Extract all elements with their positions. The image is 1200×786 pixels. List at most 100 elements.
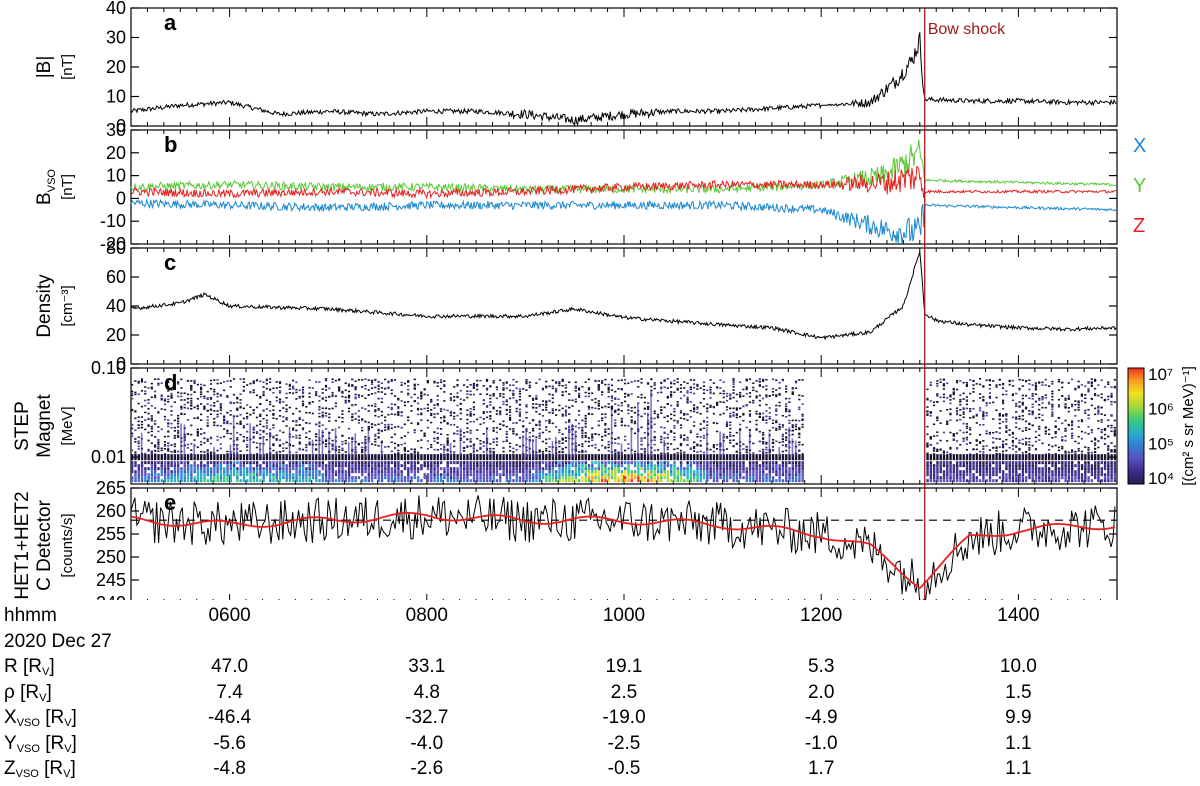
heat-cell bbox=[292, 461, 294, 464]
heat-cell bbox=[207, 473, 209, 476]
heat-cell bbox=[667, 476, 669, 479]
heat-cell bbox=[700, 479, 702, 482]
heat-cell bbox=[713, 406, 715, 408]
heat-cell bbox=[239, 399, 241, 401]
heat-cell bbox=[502, 401, 504, 403]
heat-cell bbox=[571, 476, 573, 479]
heat-cell bbox=[604, 431, 606, 433]
heat-cell bbox=[318, 421, 320, 423]
heat-cell bbox=[193, 464, 195, 467]
heat-cell bbox=[670, 479, 672, 482]
heat-cell bbox=[401, 411, 403, 413]
heat-cell bbox=[230, 410, 232, 412]
heat-cell bbox=[282, 467, 284, 470]
heat-cell bbox=[772, 378, 774, 380]
heat-cell bbox=[433, 407, 435, 409]
heat-cell bbox=[207, 449, 209, 451]
heat-cell bbox=[453, 479, 455, 482]
heat-cell bbox=[539, 451, 541, 453]
heat-cell bbox=[266, 439, 268, 441]
heat-cell bbox=[795, 424, 797, 426]
heat-cell bbox=[407, 416, 409, 418]
heat-cell bbox=[940, 381, 942, 383]
heat-cell bbox=[470, 467, 472, 470]
heat-cell bbox=[256, 395, 258, 397]
heat-cell bbox=[177, 470, 179, 473]
heat-cell bbox=[798, 473, 800, 476]
heat-cell bbox=[440, 476, 442, 479]
heat-cell bbox=[502, 404, 504, 406]
heat-cell bbox=[276, 470, 278, 473]
heat-cell bbox=[506, 401, 508, 403]
heat-band bbox=[943, 454, 945, 460]
heat-cell bbox=[460, 467, 462, 470]
heat-cell bbox=[591, 470, 593, 473]
heat-cell bbox=[930, 461, 932, 464]
heat-cell bbox=[785, 398, 787, 400]
heat-cell bbox=[509, 414, 511, 416]
heat-cell bbox=[562, 408, 564, 410]
heat-cell bbox=[509, 461, 511, 464]
heat-cell bbox=[253, 389, 255, 391]
heat-cell bbox=[545, 409, 547, 411]
heat-cell bbox=[354, 380, 356, 382]
heat-cell bbox=[644, 476, 646, 479]
heat-cell bbox=[943, 470, 945, 473]
heat-cell bbox=[926, 444, 928, 446]
heat-cell bbox=[506, 437, 508, 439]
heat-cell bbox=[226, 461, 228, 464]
heat-cell bbox=[742, 389, 744, 391]
heat-cell bbox=[690, 464, 692, 467]
heat-cell bbox=[364, 470, 366, 473]
heat-cell bbox=[371, 426, 373, 428]
heat-cell bbox=[949, 432, 951, 434]
heat-cell bbox=[581, 401, 583, 403]
heat-cell bbox=[466, 438, 468, 440]
heat-cell bbox=[940, 476, 942, 479]
heat-band bbox=[404, 454, 406, 460]
heat-cell bbox=[732, 467, 734, 470]
heat-cell bbox=[447, 470, 449, 473]
heat-cell bbox=[700, 423, 702, 425]
heat-cell bbox=[144, 467, 146, 470]
heat-cell bbox=[387, 446, 389, 448]
heat-cell bbox=[200, 414, 202, 416]
heat-cell bbox=[151, 435, 153, 437]
heat-cell bbox=[193, 391, 195, 393]
heat-cell bbox=[223, 473, 225, 476]
heat-cell bbox=[647, 473, 649, 476]
heat-cell bbox=[529, 422, 531, 424]
heat-cell bbox=[690, 479, 692, 482]
heat-cell bbox=[483, 451, 485, 453]
heat-cell bbox=[335, 380, 337, 382]
heat-cell bbox=[571, 464, 573, 467]
heat-cell bbox=[663, 432, 665, 434]
heat-cell bbox=[654, 467, 656, 470]
heat-cell bbox=[700, 476, 702, 479]
heat-cell bbox=[963, 393, 965, 395]
heat-band bbox=[591, 454, 593, 460]
heat-cell bbox=[489, 415, 491, 417]
heat-cell bbox=[588, 476, 590, 479]
heat-cell bbox=[696, 473, 698, 476]
heat-cell bbox=[946, 467, 948, 470]
heat-cell bbox=[686, 390, 688, 392]
heat-spike bbox=[535, 439, 537, 458]
heat-cell bbox=[772, 464, 774, 467]
heat-cell bbox=[325, 379, 327, 381]
heat-band bbox=[374, 454, 376, 460]
heat-cell bbox=[138, 381, 140, 383]
heat-cell bbox=[765, 422, 767, 424]
heat-cell bbox=[253, 467, 255, 470]
heat-cell bbox=[312, 401, 314, 403]
heat-cell bbox=[627, 425, 629, 427]
heat-cell bbox=[943, 385, 945, 387]
heat-cell bbox=[512, 451, 514, 453]
heat-cell bbox=[289, 388, 291, 390]
heat-cell bbox=[690, 461, 692, 464]
heat-cell bbox=[778, 476, 780, 479]
heat-cell bbox=[154, 470, 156, 473]
heat-cell bbox=[502, 441, 504, 443]
heat-cell bbox=[644, 467, 646, 470]
heat-cell bbox=[230, 470, 232, 473]
